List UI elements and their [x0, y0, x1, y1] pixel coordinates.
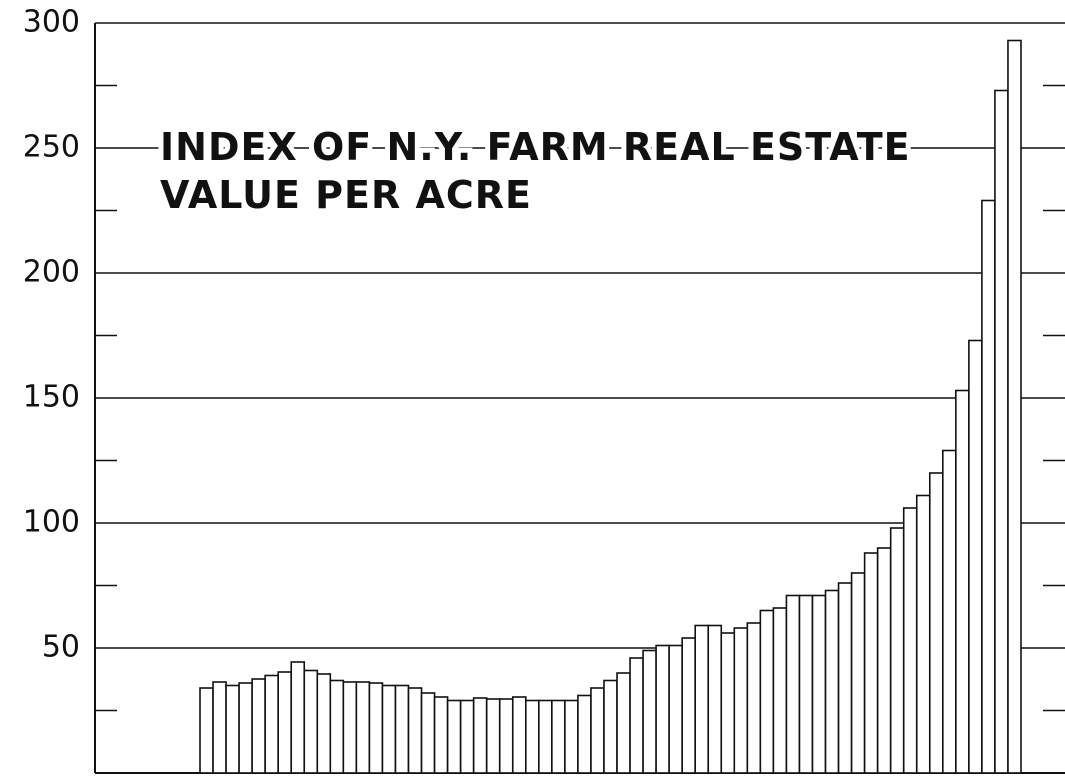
- bar: [433, 696, 449, 774]
- bar: [316, 673, 332, 774]
- bar: [629, 657, 644, 774]
- bar: [511, 696, 527, 774]
- bar: [538, 699, 553, 774]
- chart-title: INDEX OF N.Y. FARM REAL ESTATE: [160, 125, 911, 169]
- bar: [564, 699, 579, 774]
- bar: [524, 699, 540, 774]
- bar: [290, 661, 306, 774]
- bar: [329, 679, 345, 774]
- bar: [1007, 39, 1022, 774]
- bar: [733, 627, 749, 774]
- bar: [238, 682, 253, 774]
- bar: [955, 389, 970, 774]
- bar: [655, 644, 670, 774]
- bar: [863, 552, 879, 774]
- bar: [824, 589, 840, 774]
- bar: [942, 449, 957, 774]
- bar: [694, 624, 710, 774]
- bar: [420, 692, 436, 774]
- bar: [994, 89, 1009, 774]
- bar: [642, 649, 657, 774]
- bar: [681, 637, 697, 774]
- bar: [472, 697, 488, 774]
- bar: [720, 632, 736, 774]
- bar: [368, 682, 384, 774]
- y-tick-label: 250: [23, 130, 80, 165]
- bar: [850, 572, 866, 774]
- bar: [212, 681, 227, 774]
- bar: [772, 607, 788, 774]
- bar: [459, 699, 475, 774]
- bar: [876, 547, 892, 774]
- y-tick-label: 150: [23, 380, 80, 415]
- bar: [303, 669, 319, 774]
- bar: [707, 624, 723, 774]
- bar: [603, 679, 618, 774]
- y-tick-label: 100: [23, 505, 80, 540]
- bar: [394, 684, 410, 774]
- bar: [251, 678, 266, 774]
- bar: [577, 694, 592, 774]
- bar: [446, 699, 462, 774]
- bar: [668, 644, 683, 774]
- bar: [355, 681, 371, 774]
- y-tick-label: 200: [23, 255, 80, 290]
- bar: [746, 622, 762, 774]
- bar: [381, 684, 397, 774]
- bar: [407, 687, 423, 774]
- bar: [902, 507, 918, 774]
- bar: [616, 672, 631, 774]
- bar: [928, 472, 944, 774]
- bar: [225, 684, 240, 774]
- bar: [759, 609, 775, 774]
- bar: [485, 698, 501, 774]
- bar: [811, 594, 827, 774]
- bar: [551, 699, 566, 774]
- y-tick-label: 300: [23, 5, 80, 40]
- bar: [837, 582, 853, 774]
- bar: [498, 698, 514, 774]
- bar: [981, 199, 996, 774]
- bar: [785, 594, 801, 774]
- bar: [264, 674, 279, 774]
- bar: [199, 687, 214, 774]
- bar: [889, 527, 905, 774]
- y-tick-label: 50: [42, 630, 80, 665]
- bar: [968, 339, 983, 774]
- chart-title: VALUE PER ACRE: [160, 173, 532, 217]
- bar: [798, 594, 814, 774]
- bar: [915, 494, 931, 774]
- bar: [590, 687, 605, 774]
- bar: [277, 671, 293, 774]
- bar: [342, 681, 358, 774]
